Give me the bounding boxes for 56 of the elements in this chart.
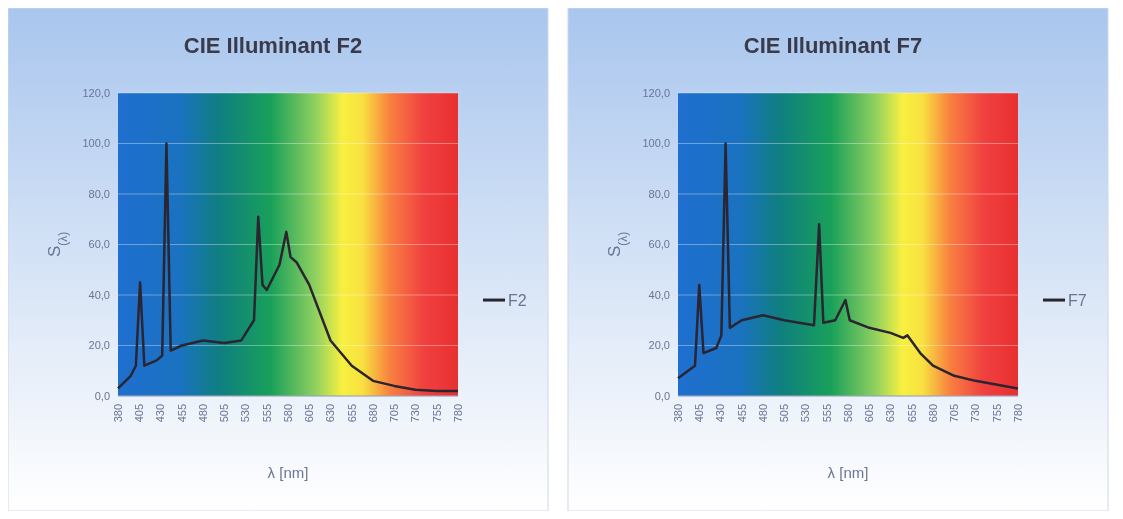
legend-label: F7	[1068, 291, 1087, 309]
x-tick-label: 505	[218, 404, 231, 423]
y-tick-label: 20,0	[648, 339, 670, 352]
x-tick-label: 680	[926, 404, 939, 423]
x-tick-label: 605	[303, 404, 316, 423]
x-axis-title: λ [nm]	[827, 464, 869, 481]
y-tick-label: 120,0	[82, 86, 110, 99]
x-tick-label: 505	[778, 404, 791, 423]
y-tick-label: 80,0	[648, 187, 670, 200]
x-tick-label: 405	[693, 404, 706, 423]
x-tick-label: 580	[281, 404, 294, 423]
x-tick-label: 430	[714, 404, 727, 423]
y-tick-label: 40,0	[88, 288, 110, 301]
y-tick-label: 120,0	[642, 86, 670, 99]
y-tick-label: 80,0	[88, 187, 110, 200]
x-tick-label: 755	[990, 404, 1003, 423]
y-tick-label: 0,0	[94, 389, 110, 402]
y-tick-label: 100,0	[82, 137, 110, 150]
y-tick-label: 0,0	[654, 389, 670, 402]
y-tick-label: 60,0	[88, 238, 110, 251]
y-tick-label: 100,0	[642, 137, 670, 150]
x-tick-label: 730	[409, 404, 422, 423]
x-tick-label: 455	[735, 404, 748, 423]
x-tick-label: 580	[841, 404, 854, 423]
x-tick-label: 705	[388, 404, 401, 423]
chart-title: CIE Illuminant F7	[743, 33, 923, 58]
x-tick-label: 480	[196, 404, 209, 423]
x-axis-title: λ [nm]	[267, 464, 309, 481]
x-tick-label: 455	[175, 404, 188, 423]
x-tick-label: 380	[671, 404, 684, 423]
x-tick-label: 430	[154, 404, 167, 423]
x-tick-label: 480	[756, 404, 769, 423]
legend-label: F2	[508, 291, 527, 309]
x-tick-label: 530	[239, 404, 252, 423]
x-tick-label: 555	[820, 404, 833, 423]
x-tick-label: 630	[884, 404, 897, 423]
x-tick-label: 780	[1011, 404, 1024, 423]
y-tick-label: 20,0	[88, 339, 110, 352]
x-tick-label: 705	[948, 404, 961, 423]
x-tick-label: 380	[111, 404, 124, 423]
y-tick-label: 60,0	[648, 238, 670, 251]
line-series	[116, 142, 460, 393]
line-series	[676, 142, 1020, 390]
x-tick-label: 755	[430, 404, 443, 423]
y-tick-label: 40,0	[648, 288, 670, 301]
x-tick-label: 655	[345, 404, 358, 423]
chart-title: CIE Illuminant F2	[183, 33, 363, 58]
x-tick-label: 655	[905, 404, 918, 423]
x-tick-label: 530	[799, 404, 812, 423]
x-tick-label: 555	[260, 404, 273, 423]
x-tick-label: 630	[324, 404, 337, 423]
x-tick-label: 730	[969, 404, 982, 423]
x-tick-label: 605	[863, 404, 876, 423]
x-tick-label: 680	[366, 404, 379, 423]
x-tick-label: 405	[133, 404, 146, 423]
x-tick-label: 780	[451, 404, 464, 423]
